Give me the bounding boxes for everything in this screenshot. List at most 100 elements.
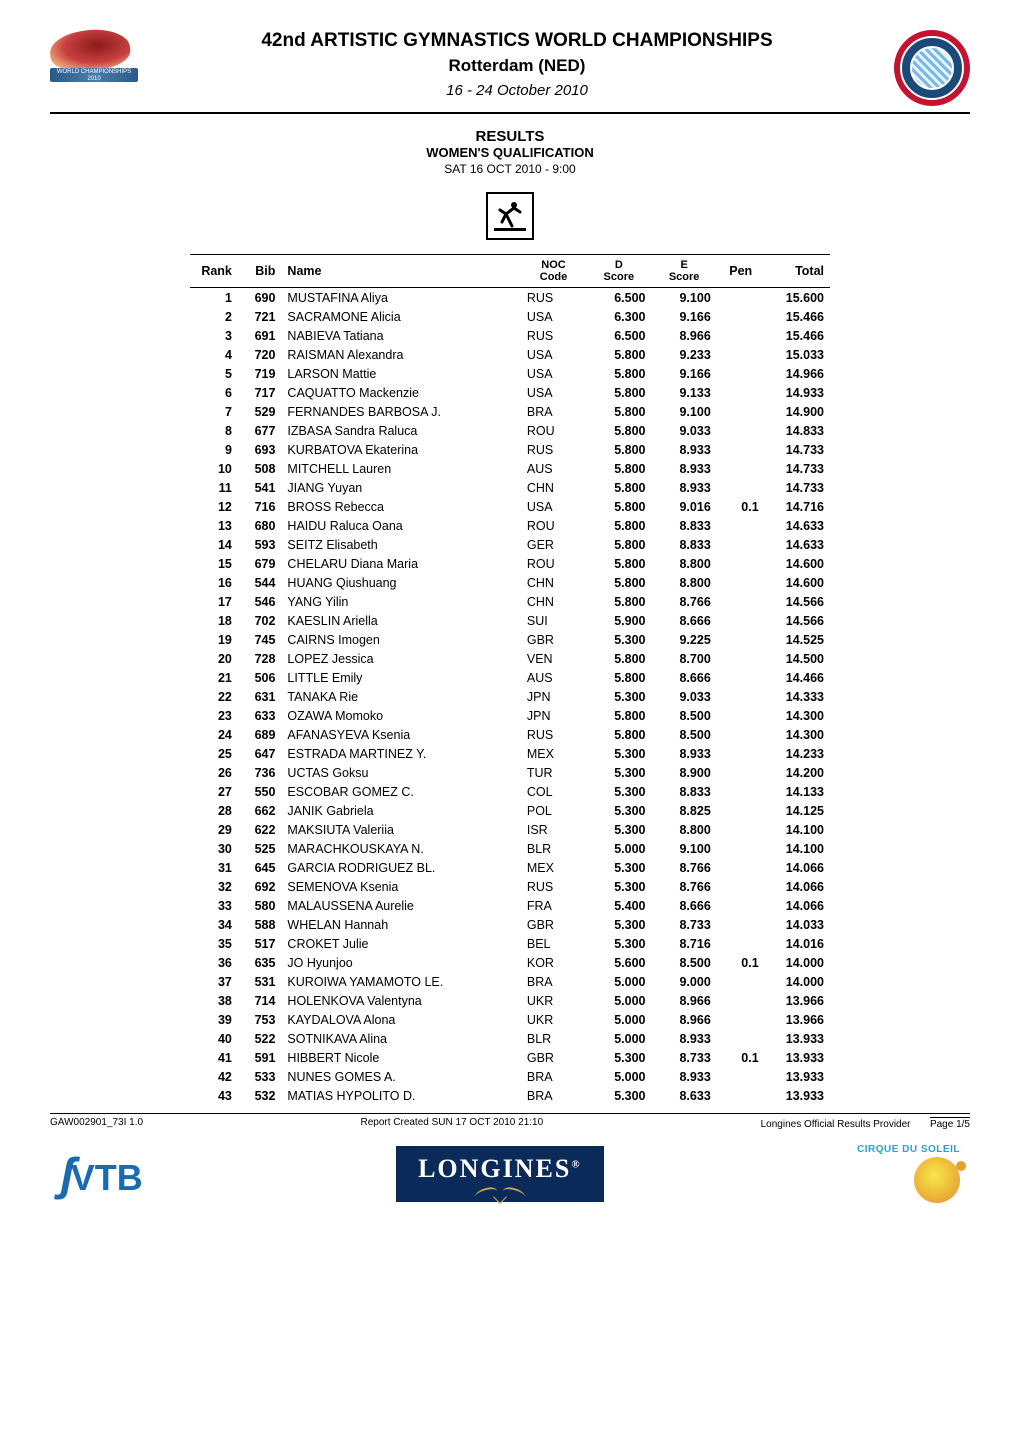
cell-rank: 33: [190, 896, 238, 915]
cell-name: OZAWA Momoko: [281, 706, 520, 725]
cell-bib: 532: [238, 1086, 282, 1105]
cell-d: 5.000: [586, 972, 651, 991]
cell-e: 8.500: [651, 706, 716, 725]
cell-rank: 25: [190, 744, 238, 763]
cell-e: 8.800: [651, 573, 716, 592]
cell-rank: 39: [190, 1010, 238, 1029]
cell-total: 14.500: [765, 649, 830, 668]
table-row: 22631TANAKA RieJPN5.3009.03314.333: [190, 687, 830, 706]
cell-d: 5.300: [586, 915, 651, 934]
cell-rank: 1: [190, 288, 238, 308]
cell-noc: CHN: [521, 573, 586, 592]
cell-name: NUNES GOMES A.: [281, 1067, 520, 1086]
cell-d: 5.800: [586, 402, 651, 421]
table-row: 41591HIBBERT NicoleGBR5.3008.7330.113.93…: [190, 1048, 830, 1067]
cell-pen: [717, 972, 765, 991]
cell-d: 5.300: [586, 877, 651, 896]
table-row: 37531KUROIWA YAMAMOTO LE.BRA5.0009.00014…: [190, 972, 830, 991]
cell-bib: 728: [238, 649, 282, 668]
cell-rank: 4: [190, 345, 238, 364]
table-row: 14593SEITZ ElisabethGER5.8008.83314.633: [190, 535, 830, 554]
cell-rank: 36: [190, 953, 238, 972]
cell-rank: 3: [190, 326, 238, 345]
cell-bib: 702: [238, 611, 282, 630]
cell-rank: 18: [190, 611, 238, 630]
cell-noc: VEN: [521, 649, 586, 668]
cell-d: 5.300: [586, 687, 651, 706]
cell-noc: GBR: [521, 915, 586, 934]
cell-rank: 13: [190, 516, 238, 535]
cell-name: SACRAMONE Alicia: [281, 307, 520, 326]
cell-total: 14.566: [765, 592, 830, 611]
cell-d: 5.400: [586, 896, 651, 915]
cell-d: 5.800: [586, 383, 651, 402]
cell-e: 8.500: [651, 725, 716, 744]
table-row: 36635JO HyunjooKOR5.6008.5000.114.000: [190, 953, 830, 972]
cell-d: 5.300: [586, 820, 651, 839]
cell-e: 8.800: [651, 820, 716, 839]
cell-rank: 12: [190, 497, 238, 516]
footer-logos: ʃ VTB LONGINES® CIRQUE DU SOLEIL: [50, 1144, 970, 1203]
cell-noc: AUS: [521, 459, 586, 478]
cell-pen: [717, 668, 765, 687]
cell-pen: [717, 288, 765, 308]
cell-noc: BEL: [521, 934, 586, 953]
cell-name: GARCIA RODRIGUEZ BL.: [281, 858, 520, 877]
event-logo: WORLD CHAMPIONSHIPS 2010 ARTISTIC GYMNAS…: [50, 30, 140, 90]
cell-d: 5.300: [586, 801, 651, 820]
cell-noc: USA: [521, 497, 586, 516]
table-body: 1690MUSTAFINA AliyaRUS6.5009.10015.60027…: [190, 288, 830, 1106]
cell-total: 14.733: [765, 459, 830, 478]
table-row: 35517CROKET JulieBEL5.3008.71614.016: [190, 934, 830, 953]
cell-d: 5.000: [586, 1029, 651, 1048]
cell-bib: 622: [238, 820, 282, 839]
cell-pen: [717, 307, 765, 326]
results-table: Rank Bib Name NOCCode DScore EScore Pen …: [190, 254, 830, 1105]
cell-noc: MEX: [521, 858, 586, 877]
cell-noc: USA: [521, 383, 586, 402]
cell-d: 5.800: [586, 516, 651, 535]
cell-bib: 631: [238, 687, 282, 706]
cell-e: 8.716: [651, 934, 716, 953]
cell-bib: 736: [238, 763, 282, 782]
cell-total: 15.466: [765, 326, 830, 345]
cell-pen: [717, 706, 765, 725]
cell-name: JANIK Gabriela: [281, 801, 520, 820]
cell-noc: BLR: [521, 839, 586, 858]
cell-d: 5.300: [586, 744, 651, 763]
cell-d: 5.800: [586, 649, 651, 668]
cell-noc: COL: [521, 782, 586, 801]
cell-name: MALAUSSENA Aurelie: [281, 896, 520, 915]
footer-code: GAW002901_73I 1.0: [50, 1117, 143, 1130]
cell-rank: 2: [190, 307, 238, 326]
cell-e: 9.033: [651, 421, 716, 440]
cell-name: CROKET Julie: [281, 934, 520, 953]
cell-total: 14.016: [765, 934, 830, 953]
cell-d: 5.600: [586, 953, 651, 972]
cell-d: 6.500: [586, 326, 651, 345]
footer-created: Report Created SUN 17 OCT 2010 21:10: [360, 1117, 543, 1130]
table-row: 8677IZBASA Sandra RalucaROU5.8009.03314.…: [190, 421, 830, 440]
cell-e: 9.225: [651, 630, 716, 649]
cell-total: 14.100: [765, 820, 830, 839]
cell-noc: AUS: [521, 668, 586, 687]
cell-bib: 541: [238, 478, 282, 497]
cell-noc: UKR: [521, 991, 586, 1010]
cell-pen: [717, 478, 765, 497]
cell-name: MUSTAFINA Aliya: [281, 288, 520, 308]
table-row: 38714HOLENKOVA ValentynaUKR5.0008.96613.…: [190, 991, 830, 1010]
cell-rank: 11: [190, 478, 238, 497]
cell-pen: [717, 915, 765, 934]
cell-e: 8.966: [651, 991, 716, 1010]
cell-rank: 14: [190, 535, 238, 554]
cell-total: 13.933: [765, 1048, 830, 1067]
col-noc: NOCCode: [521, 255, 586, 288]
cell-noc: BLR: [521, 1029, 586, 1048]
event-logo-text: WORLD CHAMPIONSHIPS 2010 ARTISTIC GYMNAS…: [50, 68, 138, 82]
cell-name: CHELARU Diana Maria: [281, 554, 520, 573]
cell-rank: 22: [190, 687, 238, 706]
cell-bib: 546: [238, 592, 282, 611]
cell-pen: [717, 611, 765, 630]
cell-total: 14.200: [765, 763, 830, 782]
col-d-label: DScore: [592, 259, 645, 283]
